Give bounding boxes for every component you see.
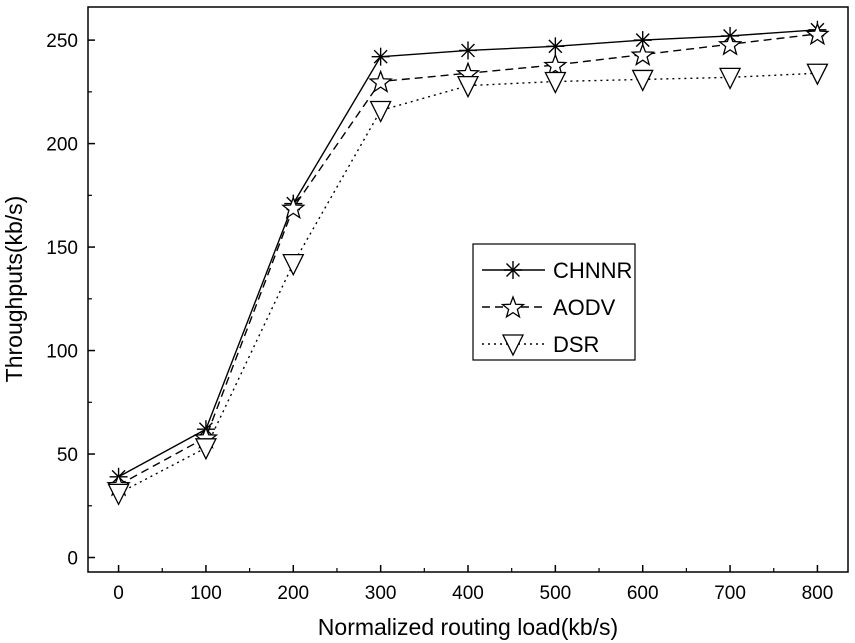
y-tick-label: 200 xyxy=(46,135,78,156)
y-tick-label: 150 xyxy=(46,238,78,259)
data-point-dsr xyxy=(719,67,742,90)
data-point-dsr xyxy=(544,71,567,94)
legend-marker-chnnr xyxy=(504,261,522,279)
data-point-aodv xyxy=(281,195,306,220)
legend-marker-dsr xyxy=(501,334,525,357)
x-tick-label: 100 xyxy=(190,583,222,604)
legend-label-dsr: DSR xyxy=(553,332,599,357)
data-point-dsr xyxy=(107,483,130,506)
data-point-chnnr xyxy=(371,47,390,66)
data-point-dsr xyxy=(631,69,654,92)
data-point-dsr xyxy=(456,75,480,99)
data-point-aodv xyxy=(717,32,743,56)
y-tick-label: 100 xyxy=(46,342,78,363)
series-line-aodv xyxy=(118,33,818,486)
legend-box xyxy=(472,243,636,361)
x-tick-label: 600 xyxy=(627,583,659,604)
legend-marker-aodv xyxy=(500,295,526,319)
data-point-aodv xyxy=(543,53,568,77)
y-tick-label: 50 xyxy=(57,445,78,466)
series-layer xyxy=(106,20,830,506)
y-tick-label: 250 xyxy=(46,31,78,52)
x-axis-title: Normalized routing load(kb/s) xyxy=(318,614,618,640)
y-tick-label: 0 xyxy=(67,549,78,570)
x-tick-label: 0 xyxy=(113,583,124,604)
legend: CHNNR AODV DSR xyxy=(472,243,636,361)
data-point-chnnr xyxy=(546,37,565,56)
data-point-dsr xyxy=(194,438,217,461)
legend-label-aodv: AODV xyxy=(553,295,616,320)
x-tick-label: 400 xyxy=(452,583,484,604)
y-axis-title: Throughputs(kb/s) xyxy=(1,196,27,383)
x-tick-label: 300 xyxy=(365,583,397,604)
data-point-dsr xyxy=(369,100,392,123)
data-point-dsr xyxy=(806,63,829,86)
series-line-dsr xyxy=(118,72,818,494)
x-tick-label: 800 xyxy=(802,583,834,604)
data-point-dsr xyxy=(282,253,305,277)
x-tick-label: 700 xyxy=(714,583,746,604)
x-tick-label: 500 xyxy=(540,583,572,604)
y-axis-ticks: 0 50 100 150 200 250 xyxy=(46,31,95,570)
data-point-aodv xyxy=(805,22,830,46)
data-point-aodv xyxy=(368,69,393,93)
x-axis-ticks: 0 100 200 300 400 500 600 700 800 xyxy=(113,565,833,604)
data-point-aodv xyxy=(630,42,655,67)
data-point-chnnr xyxy=(459,41,477,60)
legend-label-chnnr: CHNNR xyxy=(553,258,632,283)
x-tick-label: 200 xyxy=(277,583,309,604)
